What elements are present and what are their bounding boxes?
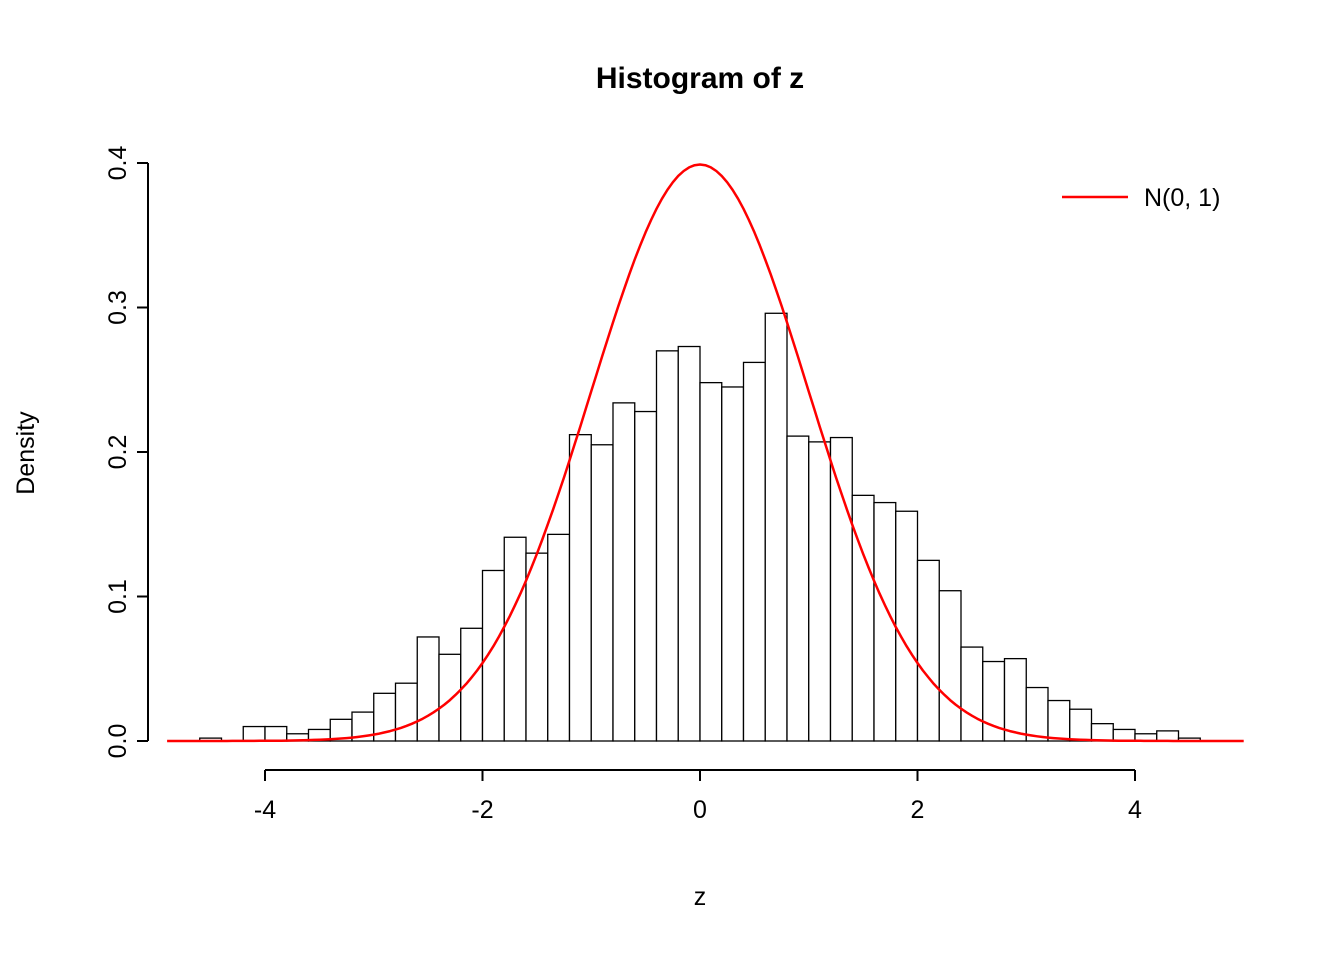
histogram-bar [786, 435, 810, 742]
plot-generated-content: -4 -2 0 2 4 0.0 0.1 0.2 0.3 0.4 [104, 146, 1244, 824]
histogram-bar [1090, 723, 1114, 742]
histogram-bar [808, 441, 832, 742]
x-tick-label: 2 [911, 796, 925, 824]
histogram-bar [699, 381, 723, 742]
histogram-bar [677, 345, 701, 742]
histogram-bar [416, 636, 440, 742]
histogram-bar [1069, 708, 1093, 742]
legend-label: N(0, 1) [1144, 184, 1220, 212]
x-axis-label: z [694, 883, 707, 911]
histogram-bar [1025, 686, 1049, 742]
histogram-bar [438, 653, 462, 742]
histogram-bar [525, 552, 549, 742]
histogram-bar [1112, 728, 1136, 742]
histogram-bar [481, 569, 505, 742]
legend: N(0, 1) [1062, 184, 1220, 212]
y-tick-label: 0.0 [104, 724, 132, 759]
y-axis-label: Density [12, 411, 40, 495]
histogram-bar [568, 434, 592, 742]
y-tick-label: 0.2 [104, 435, 132, 470]
histogram-bar [742, 361, 766, 742]
histogram-bar [655, 350, 679, 742]
histogram-bar [264, 725, 288, 742]
histogram-bar [916, 559, 940, 742]
histogram-bar [394, 682, 418, 742]
x-tick-label: 4 [1128, 796, 1142, 824]
histogram-bar [1047, 699, 1071, 742]
histogram-bar [590, 444, 614, 742]
histogram-bar [829, 436, 853, 742]
histogram-bar [960, 646, 984, 742]
histogram-bar [721, 386, 745, 742]
histogram-bar [1156, 730, 1180, 742]
plot-title: Histogram of z [596, 62, 804, 95]
histogram-bar [612, 402, 636, 742]
y-tick-label: 0.4 [104, 146, 132, 181]
x-tick-label: -4 [254, 796, 276, 824]
normal-density-curve [167, 163, 1244, 743]
histogram-bar [764, 312, 788, 742]
histogram-bar [895, 510, 919, 742]
histogram-bar [547, 533, 571, 742]
x-tick-label: 0 [693, 796, 707, 824]
histogram-bar [634, 410, 658, 742]
y-tick-label: 0.1 [104, 579, 132, 614]
histogram-bar [938, 590, 962, 742]
x-tick-label: -2 [471, 796, 493, 824]
y-tick-label: 0.3 [104, 290, 132, 325]
histogram-bar [242, 725, 266, 742]
histogram-bar [503, 536, 527, 742]
histogram-bar [1003, 657, 1027, 742]
